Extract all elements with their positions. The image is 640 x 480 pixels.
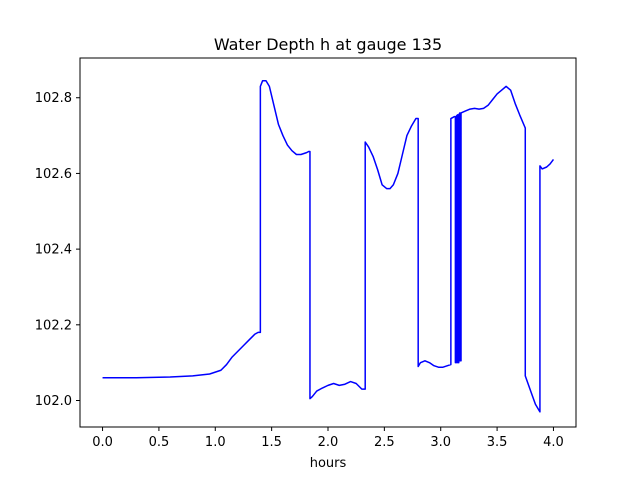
x-tick-label: 1.5 — [261, 435, 282, 450]
y-tick-label: 102.8 — [35, 91, 72, 106]
plot-background — [80, 58, 576, 427]
x-tick-label: 0.0 — [92, 435, 113, 450]
y-tick-label: 102.2 — [35, 318, 72, 333]
y-axis: 102.0 102.2 102.4 102.6 102.8 — [35, 91, 80, 409]
y-tick-label: 102.0 — [35, 394, 72, 409]
y-tick-label: 102.4 — [35, 243, 72, 258]
x-tick-label: 3.0 — [430, 435, 451, 450]
plot-area — [79, 57, 577, 428]
x-tick-label: 0.5 — [149, 435, 170, 450]
x-axis: 0.0 0.5 1.0 1.5 2.0 2.5 3.0 3.5 4.0 — [92, 427, 564, 450]
chart-title: Water Depth h at gauge 135 — [214, 35, 442, 54]
x-tick-label: 1.0 — [205, 435, 226, 450]
x-tick-label: 4.0 — [543, 435, 564, 450]
series-line — [102, 79, 555, 413]
x-axis-label: hours — [310, 456, 347, 471]
x-tick-label: 2.0 — [318, 435, 339, 450]
y-tick-label: 102.6 — [35, 167, 72, 182]
x-tick-label: 2.5 — [374, 435, 395, 450]
x-tick-label: 3.5 — [487, 435, 508, 450]
